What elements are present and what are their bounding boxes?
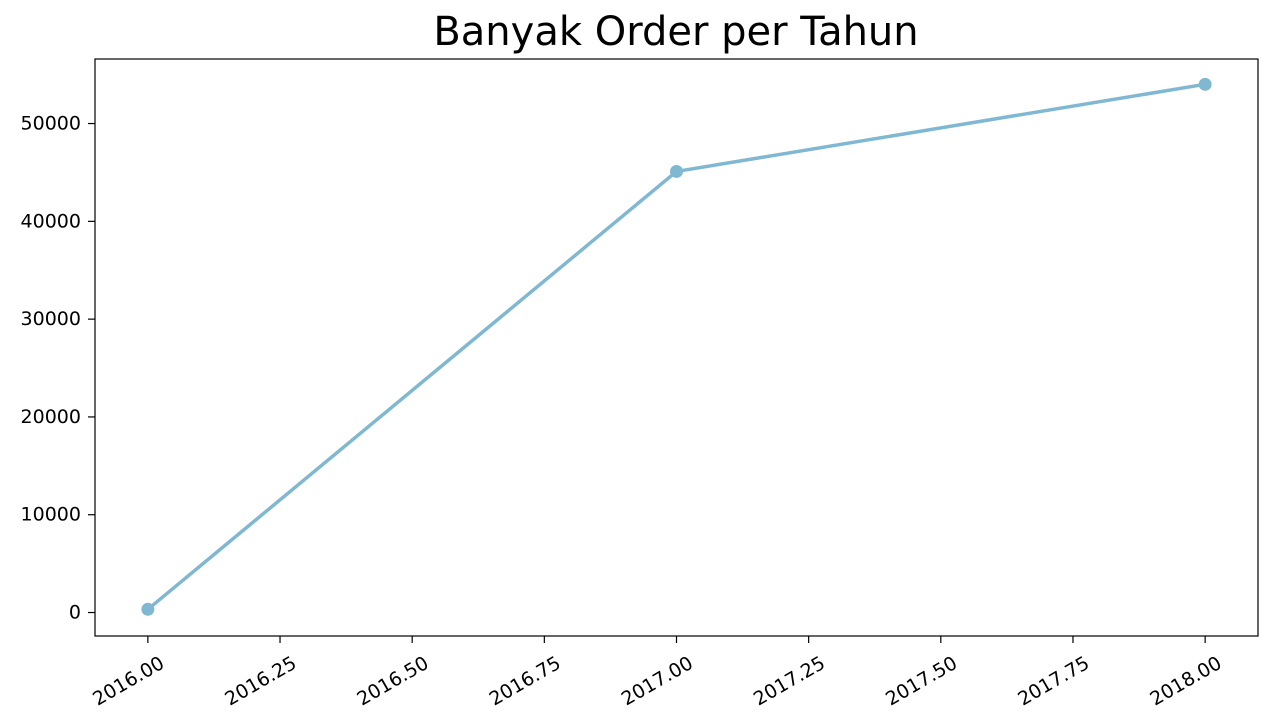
y-tick-label: 10000 (21, 504, 81, 526)
x-tick-label: 2016.50 (353, 652, 432, 710)
x-tick-label: 2017.00 (618, 652, 697, 710)
y-tick-label: 20000 (21, 406, 81, 428)
chart-title: Banyak Order per Tahun (433, 9, 919, 55)
x-tick-label: 2018.00 (1146, 652, 1225, 710)
data-point (670, 164, 683, 178)
y-tick-label: 30000 (21, 308, 81, 330)
x-tick-label: 2017.25 (750, 652, 829, 710)
x-tick-label: 2016.75 (486, 652, 565, 710)
series-line (146, 82, 1207, 612)
x-tick-label: 2017.75 (1014, 652, 1093, 710)
data-point (141, 602, 155, 616)
x-tick-label: 2016.25 (221, 652, 300, 710)
x-tick-label: 2016.00 (89, 652, 168, 710)
y-tick-label: 50000 (21, 113, 81, 135)
y-tick-label: 0 (69, 602, 81, 624)
plot-frame (94, 58, 1259, 637)
y-tick-label: 40000 (21, 210, 81, 232)
data-point (1198, 77, 1212, 91)
x-tick-label: 2017.50 (882, 652, 961, 710)
